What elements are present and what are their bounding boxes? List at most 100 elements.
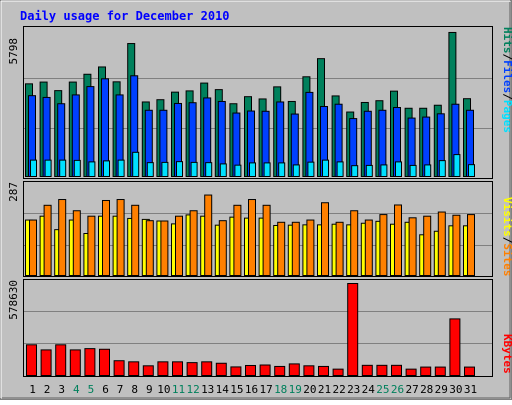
kbytes-bar-day-23 [347,283,359,376]
sites-bar-day-11 [175,215,183,277]
day-label-9: 9 [146,383,153,396]
day-label-15: 15 [230,383,243,396]
kbytes-bar-day-19 [288,363,300,377]
legend-files: Files [501,60,512,93]
pages-bar-day-11 [176,161,183,178]
sites-bar-day-15 [233,204,242,276]
day-label-22: 22 [332,383,345,396]
kbytes-bar-day-24 [361,364,373,377]
pages-bar-day-8 [132,151,140,177]
kbytes-bar-day-6 [99,348,110,377]
pages-bar-day-7 [117,159,125,178]
day-label-7: 7 [117,383,124,396]
kbytes-bar-day-13 [201,361,213,377]
sites-bar-day-10 [160,220,169,277]
kbytes-bar-day-5 [84,348,96,377]
sites-bar-day-26 [394,204,402,277]
kbytes-bar-day-16 [245,364,256,377]
sites-bar-day-24 [364,219,373,276]
pages-bar-day-5 [88,161,96,177]
day-label-19: 19 [289,383,302,396]
bottom-panel-gridlines [24,311,492,344]
sites-bar-day-1 [29,219,37,276]
day-label-6: 6 [102,383,109,396]
sites-bar-day-17 [262,204,271,276]
pages-bar-day-15 [234,164,242,177]
day-label-20: 20 [303,383,316,396]
pages-bar-day-13 [205,162,213,177]
pages-bar-day-12 [190,161,198,178]
sites-bar-day-27 [408,217,417,276]
pages-bar-day-16 [249,162,256,177]
kbytes-bar-day-20 [303,365,315,377]
legend-sep-1: / [501,54,512,61]
sites-bar-day-8 [131,204,140,276]
pages-bar-day-1 [30,159,37,178]
sites-bar-day-29 [437,211,446,276]
kbytes-bar-day-14 [215,362,227,377]
pages-bar-day-19 [292,164,300,178]
sites-bar-day-12 [189,210,198,277]
day-label-26: 26 [391,383,404,396]
legend-hits: Hits [501,27,512,54]
day-label-29: 29 [435,383,448,396]
pages-bar-day-29 [438,160,446,178]
legend-sites: Sites [501,243,512,276]
kbytes-bar-day-29 [434,366,446,377]
sites-bar-day-18 [277,221,286,277]
kbytes-bar-day-11 [172,361,183,377]
legend-sep-2: / [501,93,512,100]
middle-panel-bars [25,194,475,277]
pages-bar-day-23 [351,165,359,178]
x-axis-day-labels: 1 2 3 4 5 6 7 8 9 10 11 12 13 14 15 16 17 18 19 20 21 22 23 24 2… [29,383,477,396]
kbytes-bar-day-25 [376,364,388,377]
sites-bar-day-25 [379,214,388,276]
day-label-17: 17 [259,383,272,396]
kbytes-bar-day-18 [274,365,286,377]
middle-panel-max-label: 287 [7,182,20,202]
sites-bar-day-6 [102,199,110,276]
kbytes-bar-day-3 [55,344,67,376]
sites-bar-day-2 [43,204,52,276]
sites-bar-day-9 [145,220,154,276]
day-label-27: 27 [405,383,418,396]
top-panel-bars [25,31,475,178]
kbytes-bar-day-10 [157,361,169,377]
kbytes-bar-day-1 [26,344,37,376]
day-label-2: 2 [44,383,51,396]
day-label-4: 4 [73,383,80,396]
legend-sep-3: / [501,237,512,244]
kbytes-bar-day-22 [332,368,344,376]
day-label-3: 3 [58,383,65,396]
kbytes-bar-day-26 [391,364,402,377]
sites-bar-day-22 [335,221,344,277]
top-panel-legend: Hits/Files/Pages [501,27,512,133]
sites-bar-day-21 [321,202,329,276]
kbytes-bar-day-30 [449,318,461,377]
day-label-1: 1 [29,383,36,396]
day-label-21: 21 [318,383,331,396]
sites-bar-day-13 [204,194,213,276]
sites-bar-day-30 [452,214,461,277]
day-label-31: 31 [464,383,477,396]
sites-bar-day-20 [306,219,315,276]
pages-bar-day-25 [380,164,388,178]
pages-bar-day-30 [453,154,461,178]
pages-bar-day-4 [73,159,81,177]
day-label-28: 28 [420,383,433,396]
legend-pages: Pages [501,100,512,133]
sites-bar-day-4 [72,210,81,277]
day-label-18: 18 [274,383,287,396]
sites-bar-day-31 [467,214,475,276]
sites-bar-day-3 [58,199,67,276]
kbytes-bar-day-4 [69,349,81,377]
day-label-10: 10 [157,383,170,396]
pages-bar-day-26 [395,161,402,177]
pages-bar-day-20 [307,161,315,177]
bottom-panel-max-label: 578630 [7,280,20,320]
day-label-25: 25 [376,383,389,396]
sites-bar-day-14 [218,220,227,276]
sites-bar-day-28 [423,215,432,277]
legend-kbytes: KBytes [501,334,512,374]
pages-bar-day-3 [59,159,67,178]
